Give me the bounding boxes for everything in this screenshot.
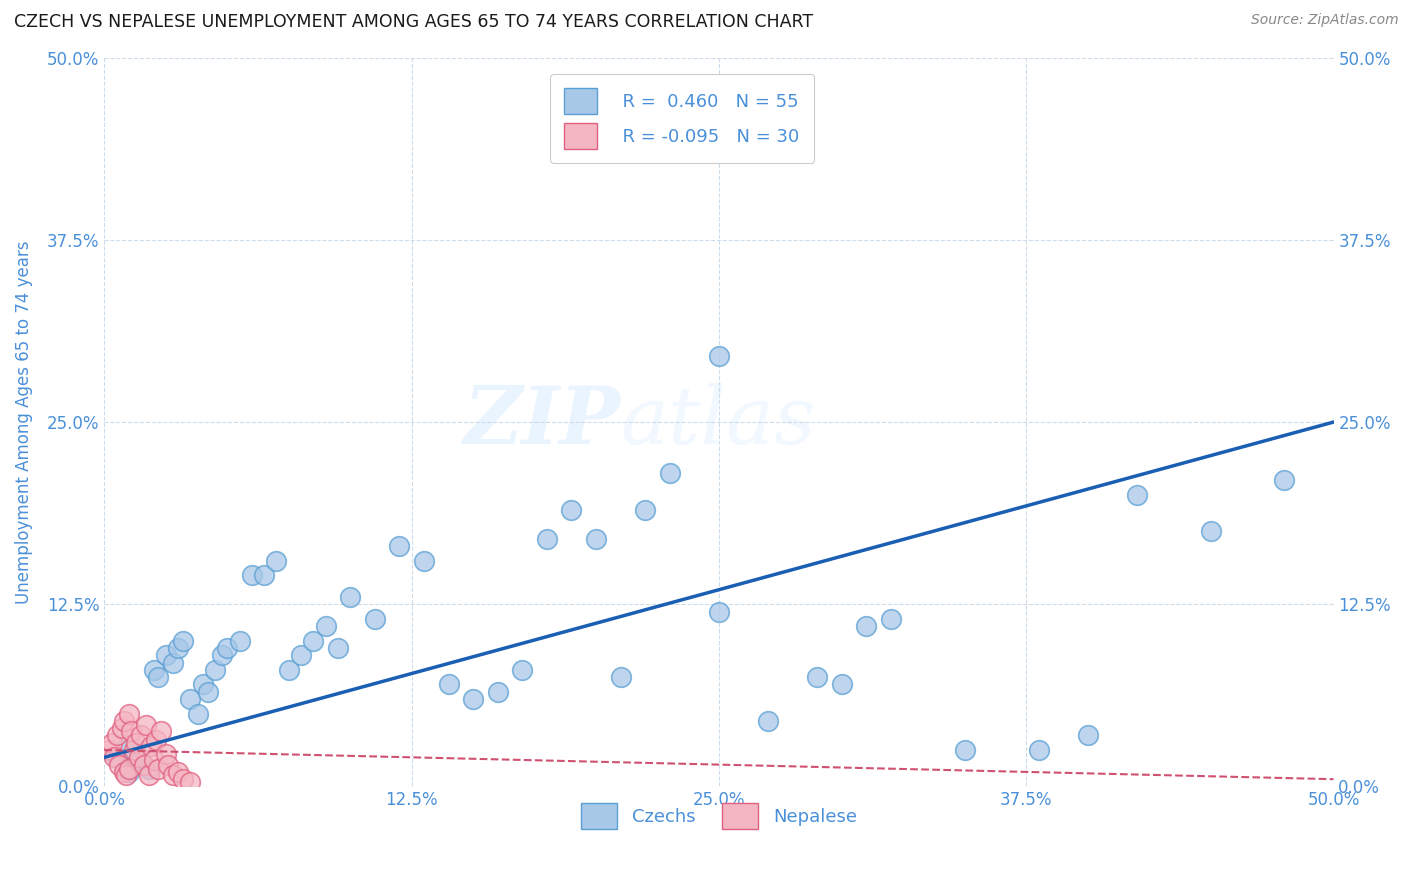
Point bbox=[112, 743, 135, 757]
Point bbox=[112, 764, 135, 779]
Point bbox=[953, 743, 976, 757]
Point bbox=[142, 663, 165, 677]
Point bbox=[142, 753, 165, 767]
Point bbox=[211, 648, 233, 663]
Point bbox=[155, 747, 177, 762]
Point bbox=[118, 762, 141, 776]
Point bbox=[339, 590, 361, 604]
Point bbox=[118, 764, 141, 779]
Point bbox=[128, 750, 150, 764]
Point bbox=[145, 732, 167, 747]
Point bbox=[277, 663, 299, 677]
Point bbox=[172, 772, 194, 787]
Point bbox=[536, 532, 558, 546]
Point bbox=[162, 768, 184, 782]
Point bbox=[135, 718, 157, 732]
Point bbox=[125, 736, 148, 750]
Point bbox=[105, 729, 128, 743]
Point bbox=[138, 762, 160, 776]
Point bbox=[228, 633, 250, 648]
Point bbox=[486, 684, 509, 698]
Point bbox=[510, 663, 533, 677]
Point bbox=[139, 739, 162, 753]
Point bbox=[129, 753, 152, 767]
Point bbox=[167, 764, 190, 779]
Point bbox=[204, 663, 226, 677]
Point bbox=[98, 743, 121, 757]
Text: Source: ZipAtlas.com: Source: ZipAtlas.com bbox=[1251, 13, 1399, 28]
Point bbox=[179, 775, 201, 789]
Point bbox=[148, 670, 170, 684]
Point bbox=[437, 677, 460, 691]
Point bbox=[707, 605, 730, 619]
Point bbox=[585, 532, 607, 546]
Point bbox=[315, 619, 337, 633]
Text: atlas: atlas bbox=[620, 384, 815, 461]
Point bbox=[634, 502, 657, 516]
Point bbox=[112, 714, 135, 728]
Point bbox=[115, 768, 138, 782]
Point bbox=[122, 757, 145, 772]
Legend: Czechs, Nepalese: Czechs, Nepalese bbox=[574, 796, 865, 836]
Point bbox=[167, 640, 190, 655]
Point bbox=[831, 677, 853, 691]
Point bbox=[132, 757, 155, 772]
Point bbox=[120, 724, 142, 739]
Point bbox=[302, 633, 325, 648]
Point bbox=[1126, 488, 1149, 502]
Point bbox=[1272, 474, 1295, 488]
Point bbox=[364, 612, 387, 626]
Point bbox=[880, 612, 903, 626]
Point bbox=[122, 743, 145, 757]
Point bbox=[162, 656, 184, 670]
Point bbox=[217, 640, 239, 655]
Point bbox=[108, 757, 131, 772]
Point bbox=[191, 677, 214, 691]
Point bbox=[157, 757, 180, 772]
Point bbox=[155, 648, 177, 663]
Point bbox=[100, 736, 122, 750]
Point bbox=[110, 721, 132, 735]
Point bbox=[253, 568, 276, 582]
Point bbox=[105, 750, 128, 764]
Point bbox=[326, 640, 349, 655]
Text: CZECH VS NEPALESE UNEMPLOYMENT AMONG AGES 65 TO 74 YEARS CORRELATION CHART: CZECH VS NEPALESE UNEMPLOYMENT AMONG AGE… bbox=[14, 13, 813, 31]
Point bbox=[266, 553, 288, 567]
Point bbox=[197, 684, 219, 698]
Point bbox=[560, 502, 582, 516]
Point bbox=[756, 714, 779, 728]
Point bbox=[118, 706, 141, 721]
Point bbox=[855, 619, 877, 633]
Point bbox=[413, 553, 436, 567]
Point bbox=[149, 724, 172, 739]
Point bbox=[129, 729, 152, 743]
Point bbox=[1199, 524, 1222, 539]
Point bbox=[138, 768, 160, 782]
Point bbox=[707, 350, 730, 364]
Point bbox=[187, 706, 209, 721]
Point bbox=[1077, 729, 1099, 743]
Point bbox=[179, 692, 201, 706]
Point bbox=[1028, 743, 1050, 757]
Point bbox=[240, 568, 263, 582]
Point bbox=[609, 670, 631, 684]
Point bbox=[148, 762, 170, 776]
Point bbox=[388, 539, 411, 553]
Point bbox=[806, 670, 828, 684]
Point bbox=[172, 633, 194, 648]
Point bbox=[103, 750, 125, 764]
Point bbox=[461, 692, 484, 706]
Text: ZIP: ZIP bbox=[464, 384, 620, 461]
Point bbox=[658, 466, 681, 480]
Point bbox=[290, 648, 312, 663]
Y-axis label: Unemployment Among Ages 65 to 74 years: Unemployment Among Ages 65 to 74 years bbox=[15, 240, 32, 604]
